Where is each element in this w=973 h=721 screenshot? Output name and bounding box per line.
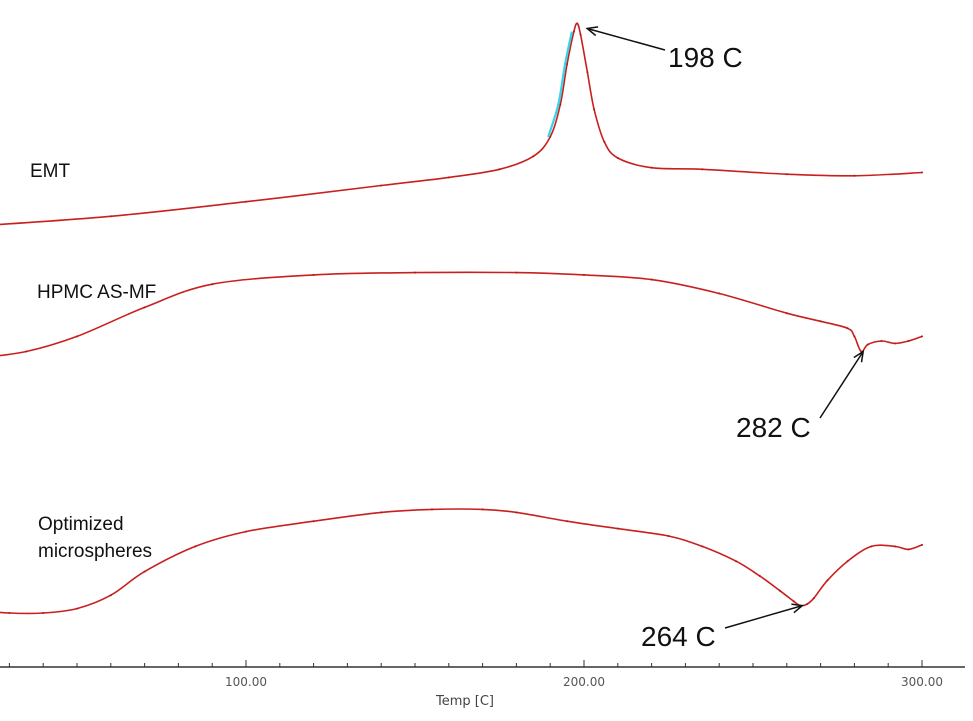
x-tick-label: 100.00 [225,675,267,689]
data-point [779,589,781,592]
annotation-282c: 282 C [736,412,811,443]
data-point [894,545,896,548]
data-point [579,33,582,36]
data-point [109,215,112,218]
data-point [8,612,11,614]
data-point [566,63,569,65]
data-point [572,30,575,33]
data-point [735,560,738,563]
data-point [880,340,883,342]
curve-layer [0,22,923,615]
data-point [559,103,562,106]
data-point [430,508,433,511]
data-point [758,575,761,577]
data-point [846,560,849,563]
data-point [586,71,589,74]
data-point [603,140,606,143]
data-point [846,327,849,330]
annotation-arrow-0 [587,27,666,51]
annotation-198c: 198 C [668,42,743,73]
data-point [650,278,653,281]
data-point [245,530,247,533]
data-point [515,271,518,274]
series-label-optimized-line2: microspheres [38,541,152,562]
annotation-arrowhead-1 [853,349,865,363]
data-point [76,607,78,610]
data-point [593,108,596,111]
data-point [894,342,896,345]
x-axis-title: Temp [C] [435,694,494,709]
x-axis: 100.00 200.00 300.00 [0,660,965,689]
data-point [532,155,535,158]
data-point [549,135,552,138]
data-point [921,171,923,174]
x-tick-label: 200.00 [563,675,605,689]
data-point [380,184,383,187]
data-point [667,535,670,537]
data-point [109,594,112,597]
data-point [812,597,815,600]
series-line-1 [0,271,923,357]
data-point [616,527,619,530]
data-point [785,173,788,176]
data-point [211,283,214,286]
data-point [498,168,501,171]
data-point [42,612,45,614]
data-point [481,508,484,511]
data-point [907,548,910,551]
series-label-optimized-line1: Optimized [38,514,124,535]
data-point [806,603,809,606]
annotation-arrowhead-0 [585,26,599,37]
data-point [76,335,78,338]
data-point [921,335,923,338]
data-point [143,306,146,309]
data-point [25,350,28,353]
data-point [853,335,856,338]
data-point [870,545,873,548]
data-point [718,292,721,295]
data-point [785,312,788,315]
data-point [245,200,247,203]
data-point [515,511,518,514]
data-point [826,579,829,582]
data-point [792,600,795,603]
data-point [576,22,579,25]
annotation-264c: 264 C [641,621,716,652]
data-point [866,343,869,346]
data-point [853,174,856,177]
data-point [447,176,450,179]
data-point [819,320,822,323]
series-line-0 [0,22,923,226]
series-label-emt: EMT [30,161,71,182]
annotation-arrow-1 [819,351,864,419]
data-point [616,157,619,159]
data-point [380,511,383,514]
data-point [907,340,910,342]
data-point [312,520,315,523]
data-point [312,273,315,276]
data-point [194,545,197,548]
series-label-hpmc: HPMC AS-MF [37,282,156,303]
peak-highlight [547,31,573,138]
data-point [566,520,569,523]
x-tick-label: 300.00 [901,675,943,689]
data-point [414,271,416,274]
data-point [701,545,704,548]
annotation-arrowhead-2 [791,603,805,614]
data-point [921,543,923,546]
data-point [143,570,146,573]
annotation-arrow-2 [724,604,803,629]
data-point [701,168,704,171]
data-point [583,273,585,276]
annotation-layer: 198 C 282 C 264 C [641,42,811,652]
data-point [650,166,653,169]
